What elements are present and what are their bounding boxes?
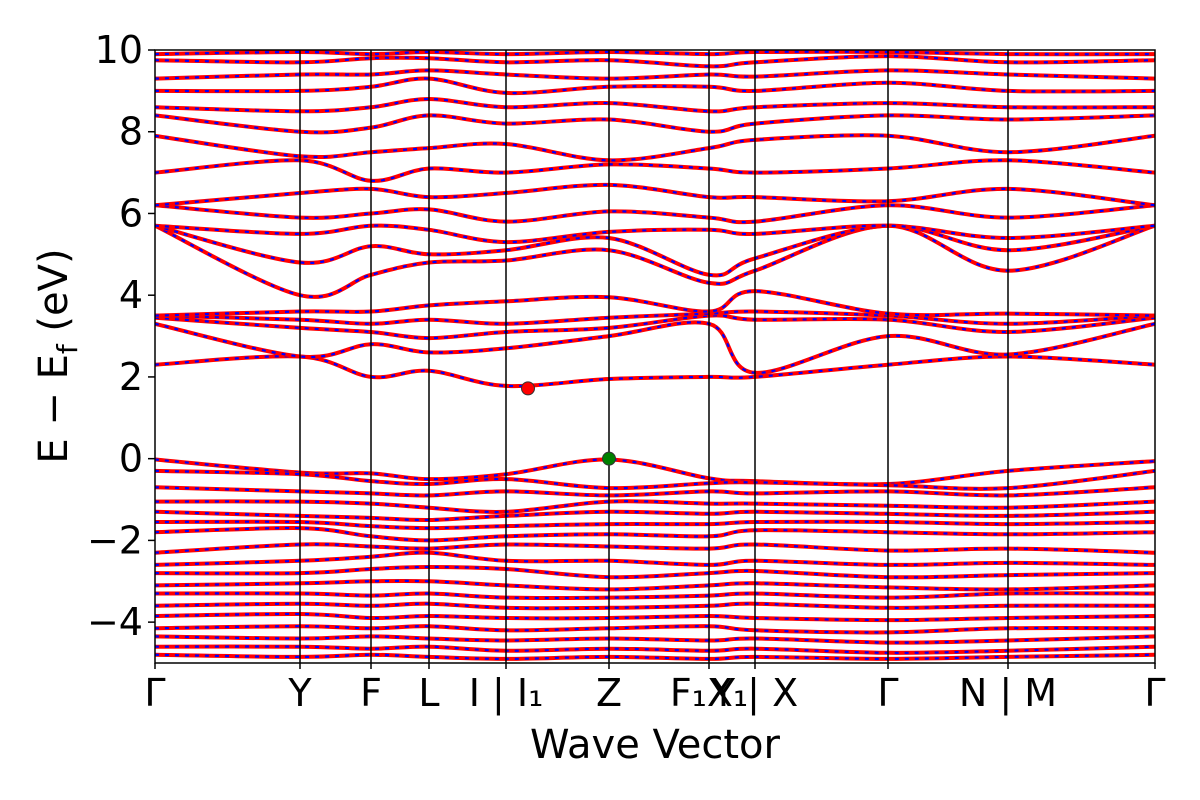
plot-frame (154, 49, 1156, 664)
band-line-4 (155, 509, 1155, 523)
band-line-10 (155, 578, 1155, 592)
y-tick-label: −2 (87, 518, 143, 562)
x-tick-label: Γ (144, 671, 165, 715)
band-edge-markers (521, 381, 616, 466)
high-symmetry-lines (299, 50, 1009, 663)
y-tick-label: 0 (119, 437, 143, 481)
vbm-marker (602, 451, 616, 466)
x-axis-label: Wave Vector (530, 722, 781, 768)
band-line-overlay-1 (155, 469, 1155, 490)
band-line-overlay-21 (155, 310, 1155, 325)
band-line-5 (155, 519, 1155, 531)
x-tick-label: I | I₁ (469, 671, 544, 716)
band-line-35 (155, 50, 1155, 57)
x-tick-label: F (360, 671, 382, 715)
cbm-marker (521, 381, 535, 396)
y-tick-label: 6 (119, 191, 143, 235)
band-line-overlay-29 (155, 134, 1155, 162)
band-line-overlay-18 (155, 355, 1155, 388)
band-line-overlay-23 (155, 224, 1155, 298)
y-axis-ticks: −4 −2 0 2 4 6 8 10 (87, 28, 155, 644)
y-tick-label: 4 (119, 273, 143, 317)
band-line-13 (155, 611, 1155, 623)
band-lines (155, 50, 1155, 661)
band-line-16 (155, 644, 1155, 655)
x-tick-label: F₁X₁ (670, 671, 748, 715)
band-line-overlay-19 (155, 321, 1155, 374)
band-line-overlay-33 (155, 69, 1155, 80)
x-tick-label: Z (596, 671, 622, 715)
x-tick-label: Y (287, 671, 312, 715)
y-tick-label: 2 (119, 355, 143, 399)
y-axis-label: E − Ef (eV) (31, 248, 84, 463)
band-line-2 (155, 485, 1155, 498)
band-line-overlay-9 (155, 565, 1155, 579)
band-line-overlay-30 (155, 114, 1155, 134)
band-line-12 (155, 601, 1155, 611)
y-axis-label-subscript: f (51, 343, 84, 354)
band-line-overlay-34 (155, 54, 1155, 68)
x-tick-label: Γ (877, 671, 898, 715)
band-line-24 (155, 223, 1155, 278)
y-tick-label: 10 (95, 28, 143, 72)
x-tick-label: N | M (959, 671, 1057, 716)
y-axis-label-main: E − E (31, 354, 77, 464)
band-line-25 (155, 223, 1155, 245)
band-line-15 (155, 634, 1155, 645)
band-line-overlay-3 (155, 500, 1155, 514)
band-line-14 (155, 624, 1155, 635)
band-line-0 (155, 457, 1155, 487)
band-line-overlay-6 (155, 526, 1155, 542)
band-line-26 (155, 203, 1155, 225)
y-axis-label-unit: (eV) (31, 248, 77, 344)
band-line-11 (155, 591, 1155, 601)
band-line-20 (155, 313, 1155, 341)
x-tick-label: Γ (1144, 671, 1165, 715)
band-line-overlay-7 (155, 543, 1155, 554)
y-tick-label: −4 (87, 600, 143, 644)
band-line-17 (155, 652, 1155, 661)
x-tick-label: L (418, 671, 439, 715)
band-line-27 (155, 182, 1155, 208)
band-line-overlay-28 (155, 159, 1155, 182)
y-tick-label: 8 (119, 110, 143, 154)
band-line-overlay-22 (155, 289, 1155, 317)
band-line-overlay-31 (155, 97, 1155, 113)
band-line-overlay-32 (155, 77, 1155, 95)
x-tick-label: Y | X (711, 671, 798, 716)
band-line-overlay-8 (155, 551, 1155, 567)
